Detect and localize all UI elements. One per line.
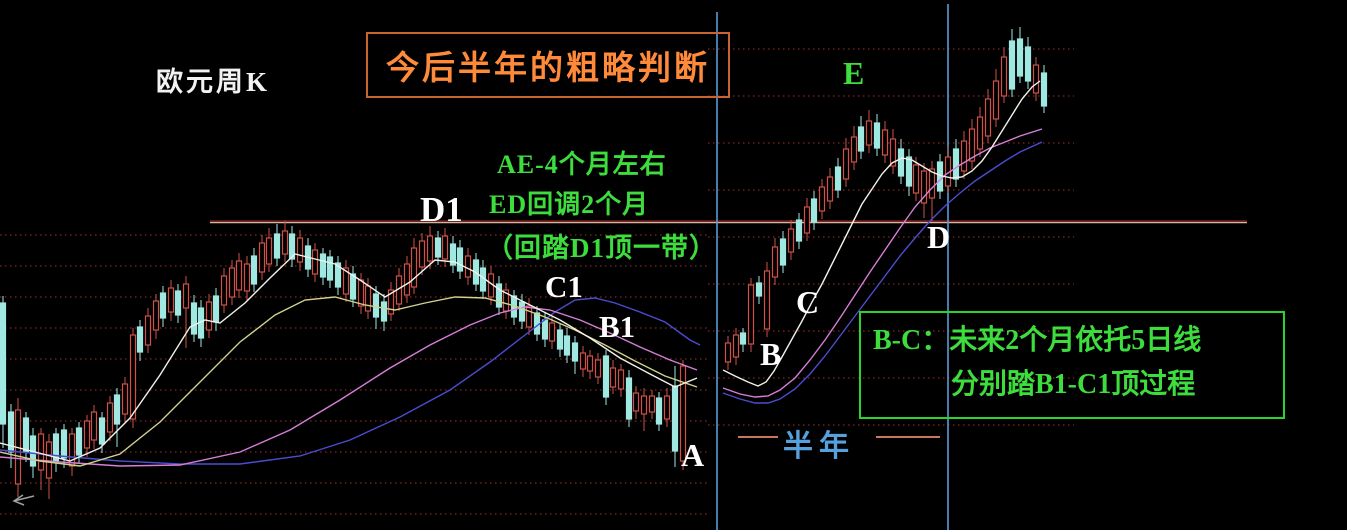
label-point-D: D bbox=[927, 219, 951, 255]
label-point-C1: C1 bbox=[545, 269, 583, 304]
chart-title-watermark: 欧元周K bbox=[156, 67, 271, 97]
forecast-title-text: 今后半年的粗略判断 bbox=[386, 51, 710, 87]
note-ed-pullback: ED回调2个月 bbox=[489, 190, 650, 219]
forecast-note-line1: B-C：未来2个月依托5日线 bbox=[873, 325, 1202, 356]
half-year-label: 半年 bbox=[783, 430, 855, 463]
note-retest-d1: （回踏D1顶一带） bbox=[486, 233, 717, 263]
label-point-B1: B1 bbox=[599, 309, 636, 344]
label-point-C: C bbox=[796, 284, 820, 320]
label-point-B: B bbox=[760, 336, 782, 372]
note-ae-duration: AE-4个月左右 bbox=[497, 150, 667, 179]
label-point-D1: D1 bbox=[420, 190, 463, 229]
forecast-note-box: B-C：未来2个月依托5日线 分别踏B1-C1顶过程 bbox=[859, 311, 1285, 419]
forecast-note-line2: 分别踏B1-C1顶过程 bbox=[951, 369, 1196, 400]
label-point-E: E bbox=[843, 55, 865, 91]
forecast-title-box: 今后半年的粗略判断 bbox=[366, 32, 730, 98]
label-point-A: A bbox=[681, 437, 705, 473]
